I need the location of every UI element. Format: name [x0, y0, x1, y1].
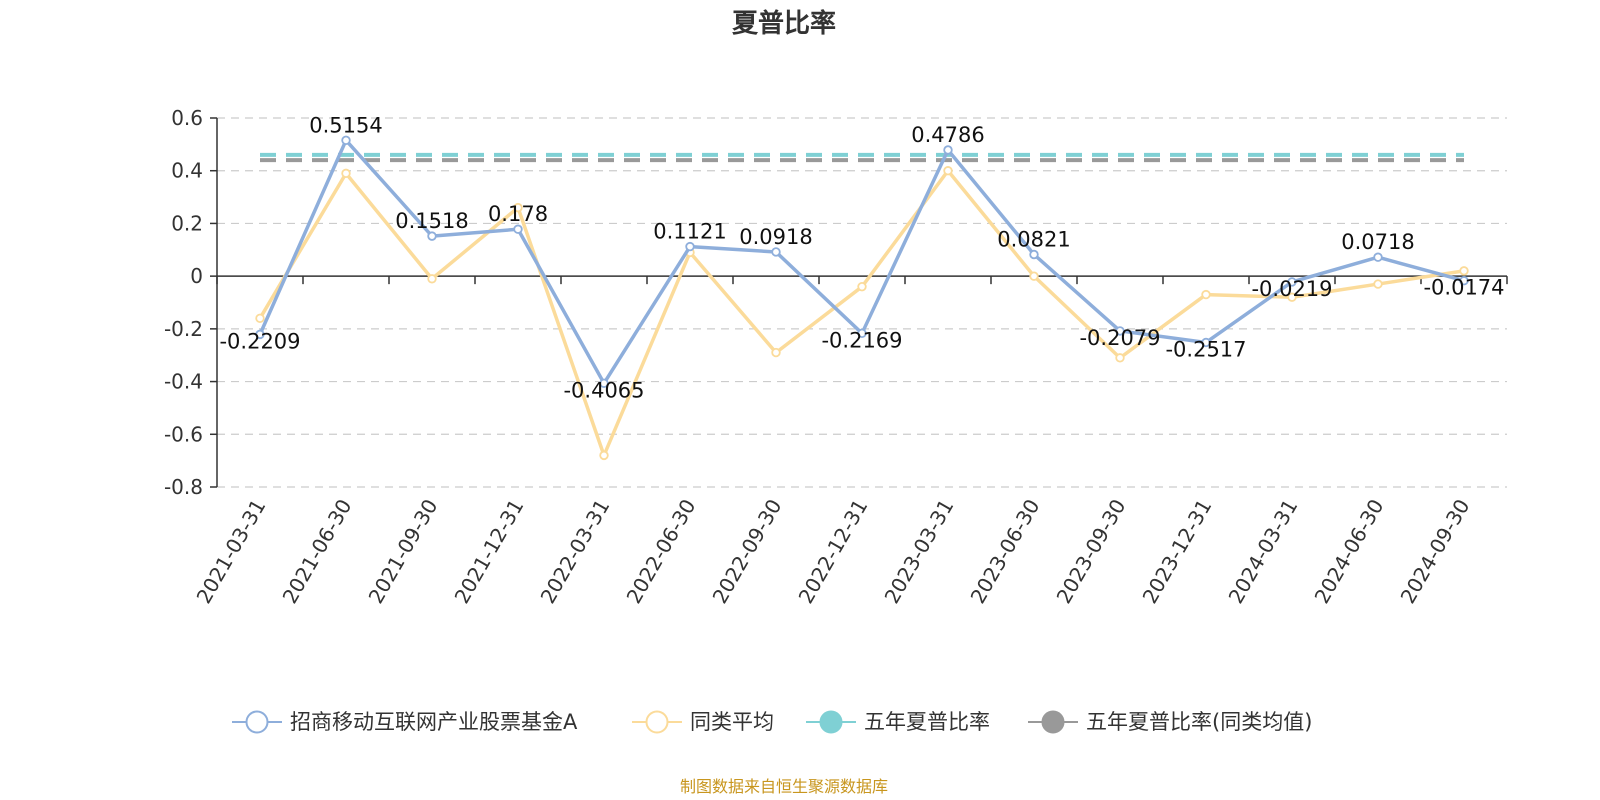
x-tick-label: 2022-06-30: [621, 495, 700, 608]
data-label: -0.2209: [219, 329, 300, 353]
series-fund-point: [1029, 249, 1039, 260]
data-label: 0.5154: [309, 113, 382, 137]
series-category-average-point: [599, 450, 609, 461]
y-tick-label: -0.4: [164, 370, 203, 394]
legend: 招商移动互联网产业股票基金A 同类平均 五年夏普比率 五年夏普比率(同类均值): [232, 710, 1312, 734]
legend-label: 五年夏普比率(同类均值): [1086, 710, 1312, 734]
x-tick-label: 2024-06-30: [1309, 495, 1388, 608]
x-tick-label: 2024-09-30: [1395, 495, 1474, 608]
data-label: -0.0219: [1251, 277, 1332, 301]
grid-layer: [217, 117, 1507, 488]
series-fund-point: [943, 145, 953, 155]
series-category-average-point: [1115, 353, 1125, 363]
x-tick-label: 2023-03-31: [879, 495, 958, 608]
y-tick-label: -0.8: [164, 475, 203, 499]
data-label: 0.0918: [739, 225, 812, 249]
series-fund-point: [1201, 337, 1211, 348]
series-category-average-point: [341, 168, 351, 179]
series-category-average-point: [427, 274, 437, 284]
legend-label: 五年夏普比率: [864, 710, 990, 734]
y-tick-label: -0.2: [164, 317, 203, 341]
legend-marker-icon: [245, 710, 269, 734]
data-label-layer: -0.2209 0.5154 0.1518 0.178 -0.4065 0.1121 0.0…: [219, 113, 1504, 402]
series-category-average-point: [513, 202, 523, 213]
y-tick-label: 0.4: [171, 159, 203, 183]
series-fund-point: [1115, 326, 1125, 336]
data-label: 0.0718: [1341, 230, 1414, 254]
source-note: 制图数据来自恒生聚源数据库: [680, 777, 888, 796]
x-tick-label: 2021-06-30: [277, 495, 356, 608]
x-tick-label: 2022-03-31: [535, 495, 614, 608]
series-category-average-point: [255, 313, 265, 324]
series-fund-point: [685, 241, 695, 252]
series-fund-point: [771, 247, 781, 257]
series-fund-point: [513, 224, 523, 234]
series-fund-point: [857, 328, 867, 339]
legend-marker-icon: [1041, 710, 1065, 734]
legend-item: 五年夏普比率(同类均值): [1028, 710, 1312, 734]
x-tick-label: 2021-03-31: [191, 495, 270, 608]
series-fund-point: [427, 231, 437, 241]
legend-label: 同类平均: [690, 710, 774, 734]
x-tick-label: 2024-03-31: [1223, 495, 1302, 608]
y-tick-label: 0: [190, 264, 203, 288]
x-tick-label: 2023-06-30: [965, 495, 1044, 608]
series-layer: [255, 135, 1469, 461]
x-tick-label: 2022-09-30: [707, 495, 786, 608]
legend-marker-icon: [819, 710, 843, 734]
data-label: -0.2517: [1165, 337, 1246, 361]
chart-title: 夏普比率: [732, 8, 836, 39]
data-label: 0.1121: [653, 220, 726, 244]
legend-marker-icon: [645, 710, 669, 734]
data-label: -0.0174: [1423, 276, 1504, 300]
series-fund-point: [1287, 277, 1297, 287]
x-tick-label: 2021-12-31: [449, 495, 528, 608]
series-fund-point: [255, 329, 265, 340]
series-fund-point: [1373, 252, 1383, 262]
series-category-average-point: [771, 347, 781, 358]
legend-item: 同类平均: [632, 710, 774, 734]
x-tick-label: 2022-12-31: [793, 495, 872, 608]
legend-item: 五年夏普比率: [806, 710, 990, 734]
series-fund-point: [341, 135, 351, 145]
data-label: 0.1518: [395, 209, 468, 233]
series-fund-point: [599, 378, 609, 388]
series-category-average-point: [1201, 289, 1211, 300]
y-tick-label: 0.6: [171, 106, 203, 130]
data-label: 0.0821: [997, 228, 1070, 252]
data-label: 0.178: [488, 202, 548, 226]
y-tick-label: 0.2: [171, 211, 203, 235]
y-tick-label: -0.6: [164, 422, 203, 446]
data-label: -0.4065: [563, 378, 644, 402]
legend-label: 招商移动互联网产业股票基金A: [290, 710, 578, 734]
x-tick-label: 2023-09-30: [1051, 495, 1130, 608]
data-label: -0.2169: [821, 328, 902, 352]
x-tick-label: 2021-09-30: [363, 495, 442, 608]
series-category-average-point: [857, 281, 867, 292]
data-label: -0.2079: [1079, 326, 1160, 350]
series-category-average-point: [1373, 279, 1383, 289]
x-tick-label: 2023-12-31: [1137, 495, 1216, 608]
series-category-average-point: [943, 166, 953, 176]
series-category-average-point: [1029, 271, 1039, 281]
series-category-average-point: [1287, 292, 1297, 302]
data-label: 0.4786: [911, 123, 984, 147]
series-fund-point: [1459, 276, 1469, 286]
legend-item: 招商移动互联网产业股票基金A: [232, 710, 578, 734]
series-category-average-point: [1459, 266, 1469, 276]
